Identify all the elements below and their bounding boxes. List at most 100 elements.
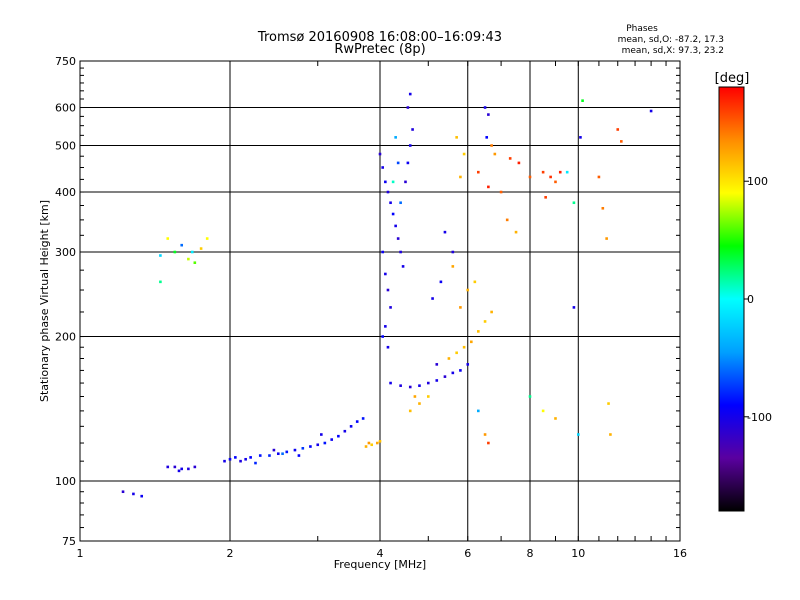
data-point (487, 441, 490, 445)
x-tick-label: 2 (227, 547, 234, 560)
data-point (244, 457, 247, 461)
data-point (483, 320, 487, 323)
data-point (451, 265, 455, 268)
data-point (565, 170, 569, 174)
x-tick-label: 6 (464, 547, 471, 560)
data-point (541, 409, 545, 413)
y-tick-label: 75 (62, 535, 76, 548)
data-point (228, 457, 232, 461)
stats-x-line: mean, sd,X: 97.3, 23.2 (622, 46, 724, 56)
x-tick-label: 8 (527, 547, 534, 560)
data-point (199, 247, 203, 250)
colorbar-ticks: 100 0 -100 (744, 175, 772, 424)
data-point (477, 409, 480, 413)
data-point (462, 345, 466, 349)
data-point (180, 243, 184, 247)
data-point (343, 429, 347, 433)
data-point (166, 237, 170, 240)
data-point (389, 381, 392, 385)
y-tick-label: 200 (55, 331, 76, 344)
data-point (132, 492, 135, 496)
data-point (268, 454, 271, 457)
data-point (601, 206, 605, 210)
data-points (121, 92, 653, 498)
data-point (466, 288, 470, 292)
data-point (399, 250, 402, 254)
data-point (381, 335, 384, 338)
x-tick-label: 4 (377, 547, 384, 560)
y-tick-label: 600 (55, 102, 76, 115)
data-point (316, 443, 320, 447)
stats-o-line: mean, sd,O: -87.2, 17.3 (618, 35, 724, 45)
data-point (483, 106, 487, 109)
data-point (605, 237, 608, 240)
data-point (349, 425, 353, 428)
data-point (364, 445, 368, 448)
data-point (462, 152, 466, 156)
data-point (239, 459, 242, 463)
y-axis-label: Stationary phase Virtual Height [km] (38, 200, 51, 402)
data-point (370, 443, 374, 447)
data-point (439, 280, 443, 284)
data-point (389, 201, 392, 205)
data-point (406, 161, 410, 165)
data-point (607, 402, 610, 405)
data-point (223, 459, 226, 463)
data-point (411, 128, 414, 131)
data-point (381, 166, 384, 169)
data-point (406, 106, 410, 109)
data-point (401, 265, 405, 268)
data-point (187, 467, 190, 471)
data-point (426, 381, 430, 385)
data-point (276, 452, 280, 456)
data-point (309, 445, 312, 448)
data-point (435, 363, 439, 366)
data-point (408, 144, 412, 147)
data-point (572, 306, 576, 309)
data-point (408, 385, 412, 389)
data-point (396, 161, 400, 165)
x-axis-ticks: 1 2 4 6 8 10 16 (77, 61, 687, 560)
data-point (193, 261, 197, 265)
y-tick-label: 400 (55, 186, 76, 199)
y-tick-label: 100 (55, 475, 76, 488)
data-point (384, 180, 387, 184)
data-point (378, 439, 382, 443)
data-point (234, 456, 237, 459)
data-point (323, 441, 327, 445)
data-point (249, 456, 252, 459)
data-point (541, 170, 545, 174)
data-point (399, 201, 402, 205)
data-point (490, 144, 493, 147)
data-point (517, 161, 521, 165)
data-point (404, 180, 407, 184)
data-point (293, 448, 297, 452)
data-point (386, 190, 390, 194)
data-point (285, 450, 289, 454)
data-point (470, 340, 473, 344)
data-point (485, 136, 489, 139)
x-tick-label: 10 (571, 547, 585, 560)
data-point (558, 170, 562, 174)
data-point (320, 433, 323, 436)
data-point (190, 250, 194, 254)
data-point (609, 433, 612, 436)
data-point (443, 375, 447, 378)
data-point (459, 175, 462, 179)
data-point (258, 454, 262, 457)
data-point (386, 288, 390, 292)
chart-subtitle: RwPretec (8p) (334, 42, 425, 57)
data-point (505, 218, 509, 222)
data-point (544, 196, 547, 199)
data-point (431, 297, 434, 300)
data-point (473, 280, 477, 284)
data-point (180, 467, 184, 471)
x-tick-label: 16 (673, 547, 687, 560)
data-point (378, 152, 382, 156)
data-point (418, 402, 421, 405)
grid (80, 61, 680, 541)
data-point (386, 345, 390, 349)
data-point (508, 157, 512, 160)
data-point (451, 371, 455, 375)
